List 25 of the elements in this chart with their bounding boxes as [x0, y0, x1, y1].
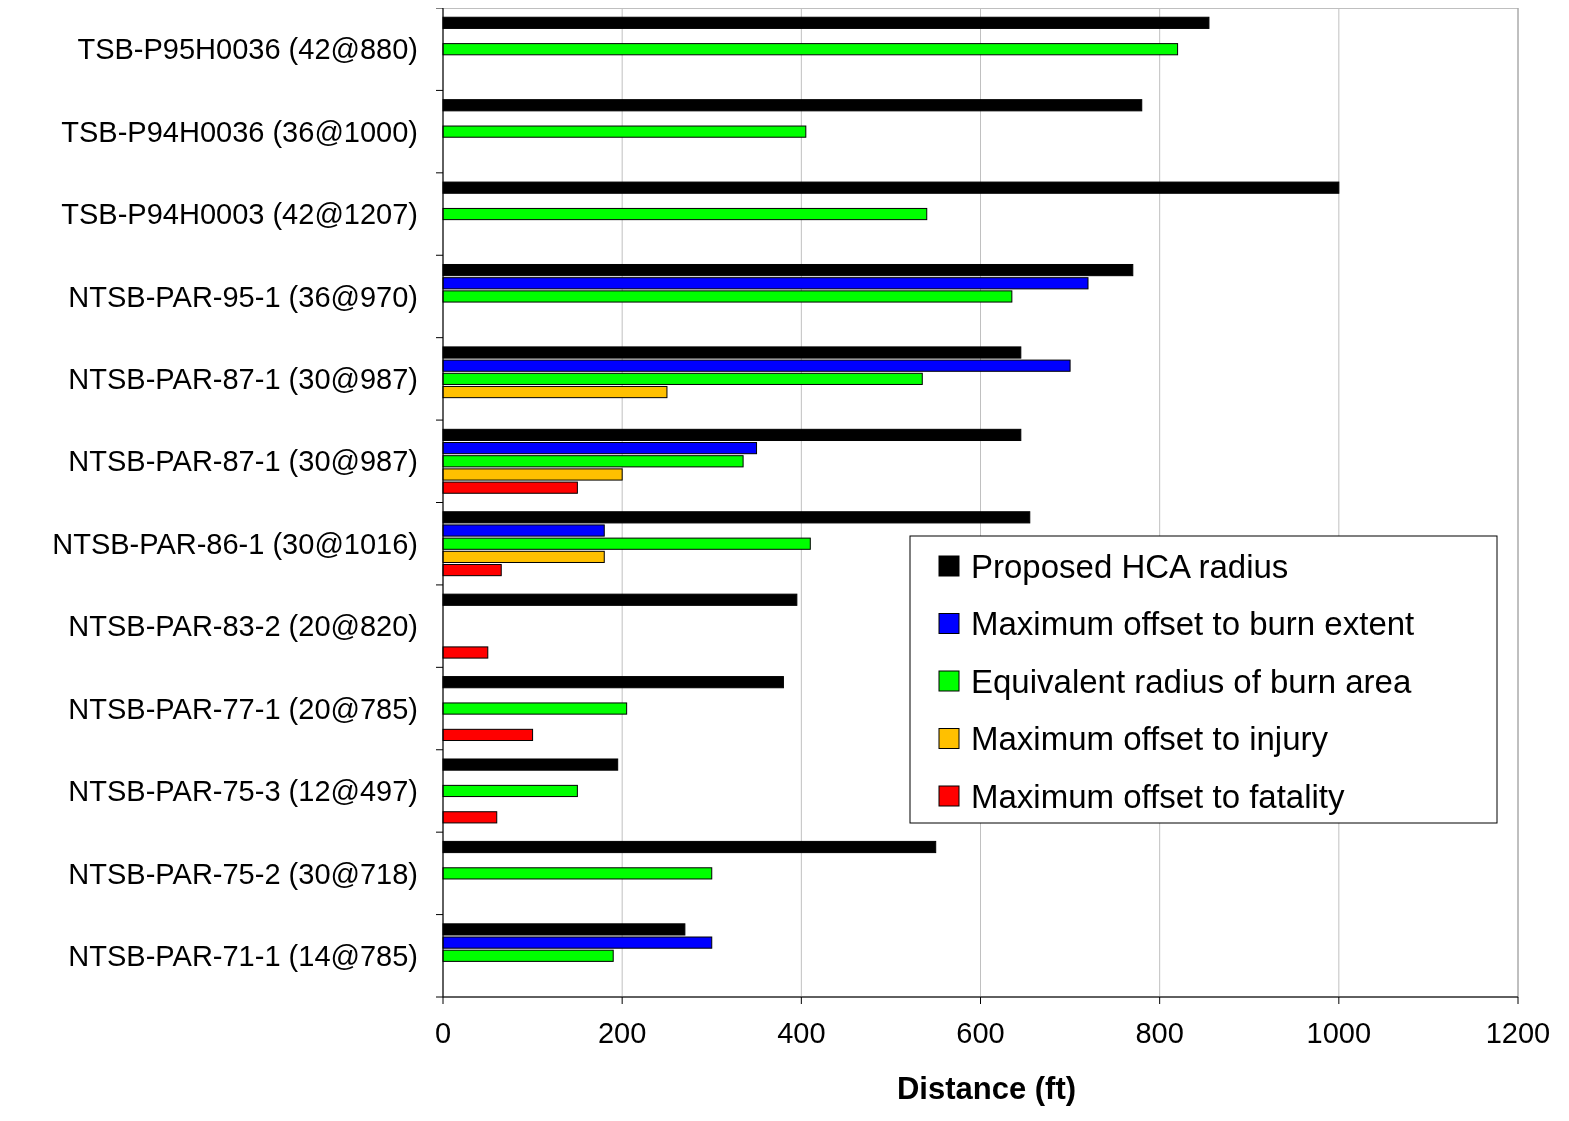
- legend-label: Proposed HCA radius: [971, 547, 1289, 585]
- x-tick-label: 600: [956, 1017, 1005, 1049]
- legend-label: Maximum offset to burn extent: [971, 605, 1415, 643]
- x-tick-label: 800: [1135, 1017, 1184, 1049]
- y-tick-label: NTSB-PAR-77-1 (20@785): [68, 692, 418, 725]
- x-tick-label: 0: [434, 1017, 452, 1049]
- x-tick-label: 1000: [1306, 1017, 1372, 1049]
- x-axis-title: Distance (ft): [896, 1071, 1077, 1106]
- x-tick-label: 1200: [1485, 1017, 1551, 1049]
- legend-label: Maximum offset to fatality: [971, 777, 1346, 815]
- legend-label: Maximum offset to injury: [971, 720, 1329, 758]
- y-tick-label: NTSB-PAR-95-1 (36@970): [68, 280, 418, 313]
- y-tick-label: NTSB-PAR-71-1 (14@785): [68, 939, 418, 972]
- y-tick-label: TSB-P95H0036 (42@880): [77, 33, 418, 66]
- legend-label: Equivalent radius of burn area: [971, 662, 1412, 700]
- y-tick-label: NTSB-PAR-86-1 (30@1016): [52, 527, 418, 560]
- y-tick-label: NTSB-PAR-87-1 (30@987): [68, 445, 418, 478]
- x-tick-label: 200: [597, 1017, 647, 1049]
- y-tick-label: NTSB-PAR-75-3 (12@497): [68, 775, 418, 808]
- x-tick-label: 400: [777, 1017, 826, 1049]
- y-tick-label: NTSB-PAR-83-2 (20@820): [68, 610, 418, 643]
- y-tick-label: NTSB-PAR-87-1 (30@987): [68, 363, 418, 396]
- y-tick-label: NTSB-PAR-75-2 (30@718): [68, 857, 418, 890]
- y-tick-label: TSB-P94H0003 (42@1207): [61, 198, 418, 231]
- y-tick-label: TSB-P94H0036 (36@1000): [61, 115, 418, 148]
